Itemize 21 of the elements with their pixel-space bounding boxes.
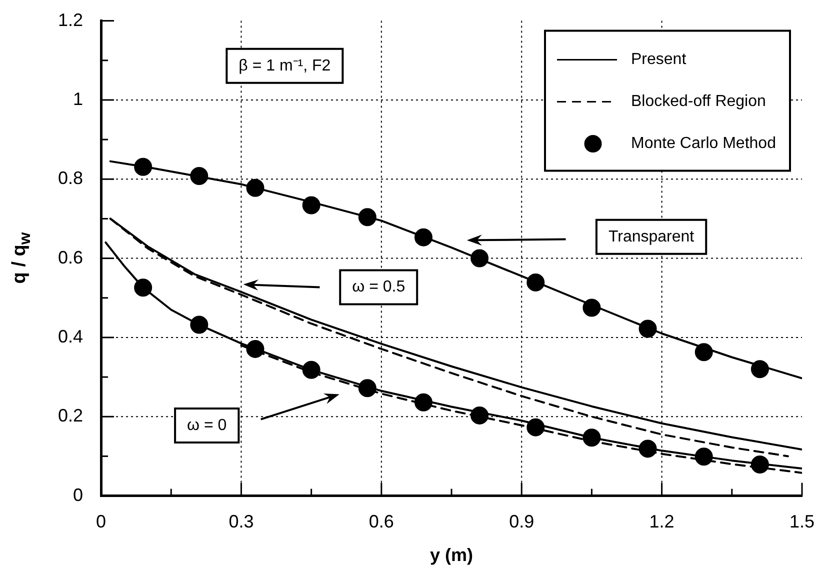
- x-tick-label: 1.5: [789, 512, 815, 532]
- legend-label: Blocked-off Region: [631, 93, 766, 110]
- x-tick-label: 0.6: [368, 512, 394, 532]
- y-tick-label: 0.4: [58, 326, 84, 346]
- y-tick-label: 1: [73, 88, 84, 109]
- x-tick-label: 0.3: [228, 512, 254, 532]
- annotation: Transparent: [608, 228, 695, 246]
- y-tick-label: 0: [73, 484, 84, 505]
- legend-label: Monte Carlo Method: [631, 135, 776, 152]
- annotation: ω = 0.5: [352, 278, 406, 296]
- y-tick-label: 0.6: [58, 247, 84, 268]
- y-tick-label: 0.2: [58, 406, 84, 426]
- x-axis-title: y (m): [430, 545, 474, 566]
- y-tick-label: 0.8: [58, 168, 84, 188]
- annotation: ω = 0: [187, 416, 227, 434]
- x-tick-label: 1.2: [649, 512, 674, 532]
- x-tick-label: 0: [96, 512, 106, 532]
- y-tick-label: 1.2: [58, 10, 84, 30]
- x-tick-label: 0.9: [509, 512, 534, 532]
- annotation: β = 1 m⁻¹, F2: [238, 57, 331, 74]
- legend-label: Present: [631, 51, 687, 68]
